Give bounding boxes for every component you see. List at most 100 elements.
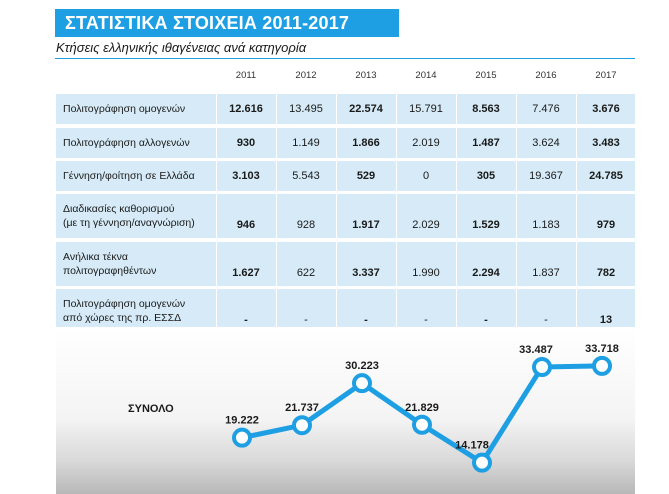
table-cell: 8.563 xyxy=(472,102,500,115)
table-row: Διαδικασίες καθορισμού (με τη γέννηση/ανα… xyxy=(56,194,635,238)
table-cell: 1.487 xyxy=(472,136,500,149)
table-cell: 782 xyxy=(596,267,616,279)
table-cell: 1.183 xyxy=(532,219,560,231)
column-divider xyxy=(216,64,217,327)
chart-title: ΣΤΑΤΙΣΤΙΚΑ ΣΤΟΙΧΕΙΑ 2011-2017 xyxy=(65,13,350,33)
table-cell: 529 xyxy=(356,169,376,182)
table-cell: 1.627 xyxy=(232,267,260,279)
table-cell: 15.791 xyxy=(409,102,443,115)
table-cell: - xyxy=(544,314,548,326)
year-header-2013: 2013 xyxy=(355,70,377,81)
column-divider xyxy=(456,64,457,327)
total-label: ΣΥΝΟΛΟ xyxy=(128,403,174,415)
table-cell: 3.624 xyxy=(532,136,560,149)
table-cell: - xyxy=(424,314,428,326)
total-point xyxy=(532,357,552,378)
subtitle-divider xyxy=(55,58,635,59)
table-cell: 3.483 xyxy=(592,136,620,149)
total-data-label: 14.178 xyxy=(455,440,489,452)
table-row: Πολιτογράφηση ομογενών από χώρες της πρ. … xyxy=(56,289,635,333)
column-divider xyxy=(276,64,277,327)
table-cell: 3.337 xyxy=(352,267,380,279)
table-cell: - xyxy=(244,314,248,326)
table-cell: 1.149 xyxy=(292,136,320,149)
table-cell: 3.676 xyxy=(592,102,620,115)
table-cell: - xyxy=(364,314,368,326)
table-cell: 1.990 xyxy=(412,267,440,279)
table-cell: 1.917 xyxy=(352,219,380,231)
column-divider xyxy=(516,64,517,327)
year-header-2017: 2017 xyxy=(595,70,617,81)
table-cell: 13 xyxy=(599,314,613,326)
row-label-line: Πολιτογράφηση ομογενών xyxy=(63,103,186,115)
table-cell: 1.866 xyxy=(352,136,380,149)
row-label-line: Ανήλικα τέκνα xyxy=(63,251,128,263)
total-point xyxy=(232,427,252,448)
total-data-label: 21.829 xyxy=(405,402,439,414)
row-label-line: Διαδικασίες καθορισμού xyxy=(63,203,175,215)
row-label: Ανήλικα τέκνα πολιτογραφηθέντων xyxy=(63,250,156,278)
total-data-label: 19.222 xyxy=(225,415,259,427)
total-series-line xyxy=(241,363,603,466)
table-cell: 5.543 xyxy=(292,169,320,182)
total-point xyxy=(412,414,432,435)
table-cell: 1.837 xyxy=(532,267,560,279)
table-cell: 1.529 xyxy=(472,219,500,231)
row-label: Πολιτογράφηση ομογενών από χώρες της πρ. … xyxy=(63,297,185,325)
table-cell: 13.495 xyxy=(289,102,323,115)
total-chart-background xyxy=(56,327,635,494)
column-divider xyxy=(336,64,337,327)
row-label: Γέννηση/φοίτηση σε Ελλάδα xyxy=(63,169,195,183)
column-divider xyxy=(636,64,637,327)
year-header: 2011 2012 2013 2014 2015 2016 2017 xyxy=(216,64,635,86)
year-header-2015: 2015 xyxy=(475,70,497,81)
column-divider xyxy=(396,64,397,327)
total-data-label: 33.487 xyxy=(519,344,553,356)
row-label-line: Πολιτογράφηση αλλογενών xyxy=(63,137,190,149)
year-header-2011: 2011 xyxy=(235,70,257,81)
table-cell: 22.574 xyxy=(349,102,383,115)
table-cell: 0 xyxy=(422,169,430,182)
table-cell: 622 xyxy=(296,267,316,279)
table-cell: 2.029 xyxy=(412,219,440,231)
table-row: Πολιτογράφηση αλλογενών 930 1.149 1.866 2.01… xyxy=(56,128,635,158)
table-cell: 946 xyxy=(236,219,256,231)
table-row: Γέννηση/φοίτηση σε Ελλάδα 3.103 5.543 529 0 3… xyxy=(56,161,635,191)
table-cell: 979 xyxy=(596,219,616,231)
table-cell: 2.294 xyxy=(472,267,500,279)
total-data-label: 30.223 xyxy=(345,360,379,372)
chart-subtitle: Κτήσεις ελληνικής ιθαγένειας ανά κατηγορ… xyxy=(56,40,307,55)
table-cell: 24.785 xyxy=(589,169,623,182)
total-point xyxy=(292,415,312,436)
row-label-line: από χώρες της πρ. ΕΣΣΔ xyxy=(63,312,182,324)
table-row: Ανήλικα τέκνα πολιτογραφηθέντων 1.627 622 3.… xyxy=(56,242,635,286)
row-label-line: Γέννηση/φοίτηση σε Ελλάδα xyxy=(63,170,195,182)
table-row: Πολιτογράφηση ομογενών 12.616 13.495 22.574… xyxy=(56,94,635,124)
total-point xyxy=(592,355,612,376)
table-cell: - xyxy=(484,314,488,326)
year-header-2012: 2012 xyxy=(295,70,317,81)
row-label: Διαδικασίες καθορισμού (με τη γέννηση/ανα… xyxy=(63,202,195,230)
table-cell: - xyxy=(304,314,308,326)
row-label-line: Πολιτογράφηση ομογενών xyxy=(63,298,186,310)
row-label-line: (με τη γέννηση/αναγνώριση) xyxy=(63,217,195,229)
title-bar: ΣΤΑΤΙΣΤΙΚΑ ΣΤΟΙΧΕΙΑ 2011-2017 xyxy=(55,9,399,37)
total-point xyxy=(472,452,492,473)
column-divider xyxy=(576,64,577,327)
row-label-line: πολιτογραφηθέντων xyxy=(63,265,157,277)
table-cell: 19.367 xyxy=(529,169,563,182)
table-cell: 930 xyxy=(236,136,256,149)
year-header-2016: 2016 xyxy=(535,70,557,81)
total-data-label: 21.737 xyxy=(285,402,319,414)
table-cell: 305 xyxy=(476,169,496,182)
row-label: Πολιτογράφηση ομογενών xyxy=(63,102,185,116)
table-cell: 7.476 xyxy=(532,102,560,115)
table-cell: 12.616 xyxy=(229,102,263,115)
row-label: Πολιτογράφηση αλλογενών xyxy=(63,136,190,150)
table-cell: 928 xyxy=(296,219,316,231)
total-data-label: 33.718 xyxy=(585,343,619,355)
year-header-2014: 2014 xyxy=(415,70,437,81)
table-cell: 3.103 xyxy=(232,169,260,182)
table-cell: 2.019 xyxy=(412,136,440,149)
